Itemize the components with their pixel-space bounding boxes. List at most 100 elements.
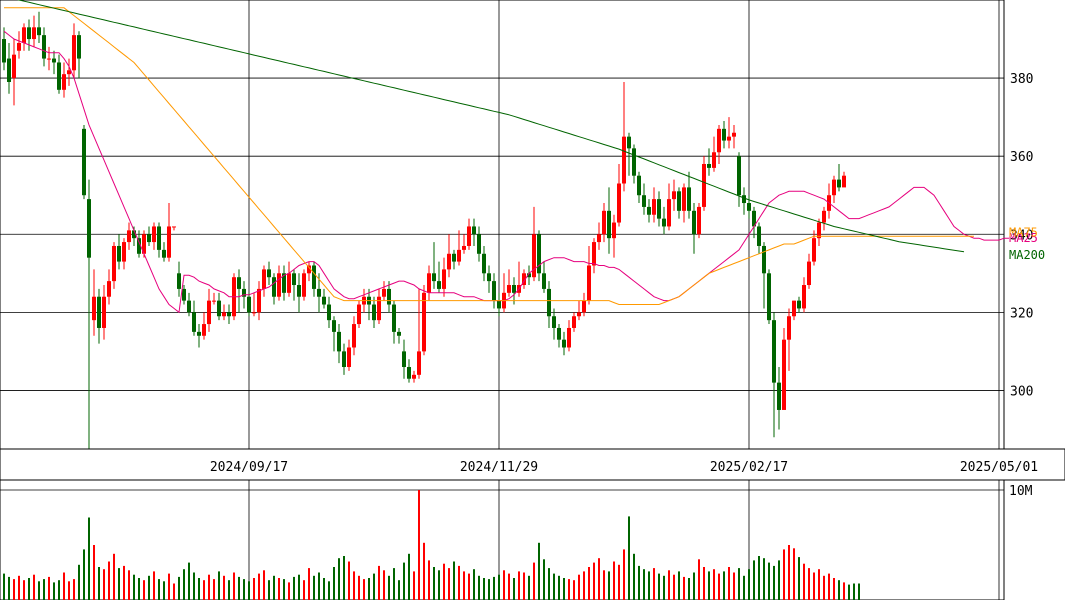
candle (182, 285, 186, 305)
volume-bar (503, 570, 505, 600)
volume-bar (688, 578, 690, 600)
moving-average-lines (3, 0, 1009, 314)
candle-body (627, 136, 631, 149)
candle (2, 27, 6, 71)
candle-body (777, 382, 781, 410)
candle (67, 58, 71, 86)
candle (287, 261, 291, 297)
volume-bar (583, 571, 585, 600)
volume-bar (433, 567, 435, 600)
volume-bar (33, 574, 35, 600)
candle-body (87, 199, 91, 258)
candle-body (727, 136, 731, 141)
candle-body (147, 234, 151, 243)
volume-bar (18, 575, 20, 600)
volume-bar (243, 579, 245, 600)
candle-body (257, 288, 261, 313)
candle (27, 19, 31, 51)
candle-body (277, 273, 281, 297)
candle-body (682, 187, 686, 211)
volume-max-label: 10M (1009, 484, 1033, 499)
candle-body (272, 277, 276, 297)
candle (157, 222, 161, 258)
volume-bar (743, 575, 745, 600)
volume-bar (843, 582, 845, 600)
volume-bar (28, 578, 30, 600)
candle-body (342, 351, 346, 368)
volume-bar (383, 570, 385, 600)
candle-body (572, 316, 576, 328)
ma-line-ma25 (3, 30, 1009, 314)
candle (662, 206, 666, 235)
candle-body (697, 206, 701, 235)
price-axis: 300 320 340 360 380 (1010, 72, 1033, 399)
candle (592, 238, 596, 274)
candle-body (52, 58, 56, 63)
candle-body (217, 300, 221, 317)
candle-body (712, 152, 716, 168)
candle (337, 324, 341, 364)
volume-bar (533, 562, 535, 600)
candle-body (67, 70, 71, 75)
candle-body (557, 327, 561, 340)
candle (12, 39, 16, 106)
candle-body (762, 245, 766, 274)
candle (587, 245, 591, 305)
candle-body (392, 304, 396, 332)
candle-body (757, 226, 761, 246)
volume-bar (343, 556, 345, 600)
candle (352, 316, 356, 356)
candle-body (617, 183, 621, 223)
volume-bar (188, 562, 190, 600)
candle (762, 242, 766, 309)
candle-body (747, 203, 751, 211)
candle (702, 156, 706, 211)
candle (577, 300, 581, 321)
candle-body (227, 312, 231, 317)
candle-body (587, 265, 591, 301)
candle-body (837, 179, 841, 188)
candle (127, 222, 131, 250)
candle-body (662, 218, 666, 227)
candle (622, 81, 626, 192)
candle (782, 327, 786, 410)
volume-bar (83, 549, 85, 600)
volume-bar (458, 565, 460, 600)
candle-body (152, 226, 156, 243)
candle (752, 206, 756, 239)
volume-bar (723, 571, 725, 600)
candle-body (427, 273, 431, 293)
candle-body (417, 351, 421, 375)
candle-body (282, 273, 286, 293)
volume-bar (758, 556, 760, 600)
volume-bar (598, 558, 600, 600)
volume-bar (248, 581, 250, 600)
candle-body (567, 327, 571, 348)
candle (722, 121, 726, 149)
volume-bar (798, 557, 800, 600)
volume-bar (378, 565, 380, 600)
volume-bar (193, 572, 195, 600)
volume-bar (543, 559, 545, 600)
candle (392, 300, 396, 344)
volume-bar (223, 575, 225, 600)
volume-bar (148, 575, 150, 600)
candle (712, 136, 716, 172)
candle-body (97, 296, 101, 328)
candle-body (22, 27, 26, 43)
candle (177, 261, 181, 297)
candle-body (242, 288, 246, 297)
candle (7, 42, 11, 94)
candle (107, 269, 111, 305)
volume-bar (718, 573, 720, 600)
candle-body (252, 312, 256, 314)
candle-body (602, 210, 606, 235)
volume-bar (523, 572, 525, 600)
candle-body (132, 230, 136, 239)
candle-body (182, 288, 186, 301)
candle (172, 226, 176, 231)
volume-bar (653, 568, 655, 600)
candle (692, 203, 696, 254)
candle-body (547, 288, 551, 317)
